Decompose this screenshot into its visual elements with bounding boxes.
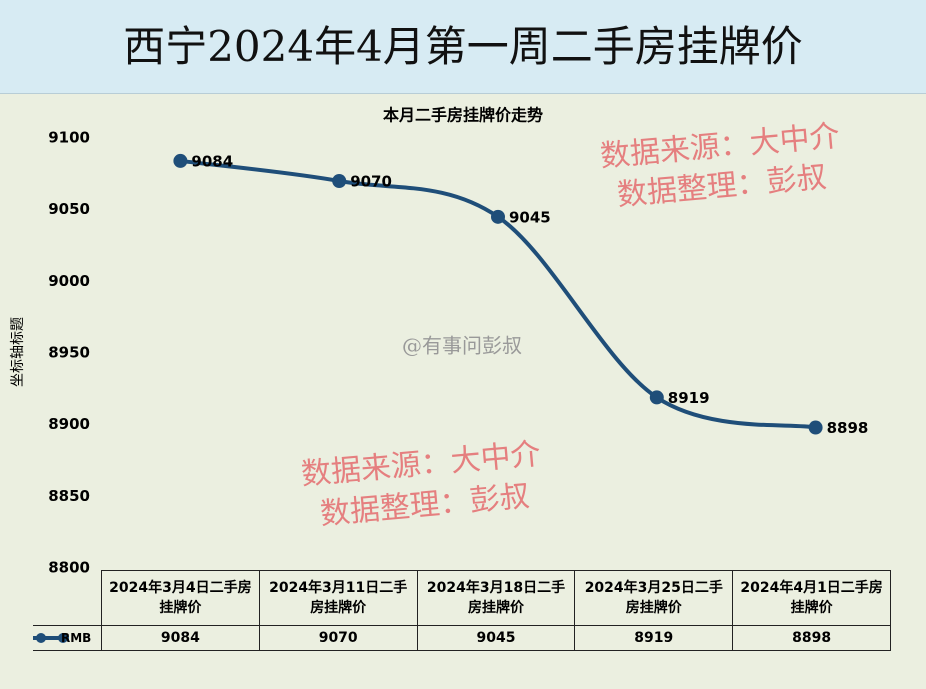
page-title: 西宁2024年4月第一周二手房挂牌价 [123, 22, 803, 71]
data-label: 9084 [191, 152, 233, 170]
table-value: 9045 [416, 625, 576, 651]
data-label: 8898 [827, 419, 869, 437]
point [491, 209, 505, 224]
table-value: 9070 [258, 625, 418, 651]
y-tick-label: 8800 [48, 559, 90, 577]
point [332, 174, 347, 188]
table-value: 8919 [574, 625, 734, 651]
data-label: 8919 [668, 389, 710, 407]
legend-marker [36, 633, 46, 644]
table-category: 2024年3月25日二手房挂牌价 [574, 570, 734, 626]
point [808, 420, 823, 435]
legend-label: RMB [61, 631, 92, 646]
chart-title: 本月二手房挂牌价走势 [383, 106, 543, 125]
data-table: 2024年3月4日二手房挂牌价 2024年3月11日二手房挂牌价 2024年3月18… [33, 570, 891, 651]
watermark: @有事问彭叔 [402, 334, 522, 358]
point [173, 153, 188, 168]
y-tick-label: 9050 [48, 200, 90, 218]
y-tick-label: 8950 [48, 344, 90, 362]
header: 西宁2024年4月第一周二手房挂牌价 [0, 0, 926, 94]
table-value: 8898 [732, 625, 891, 651]
table-row: RMB 9084 9070 9045 8919 8898 [33, 625, 891, 651]
table-category: 2024年4月1日二手房挂牌价 [732, 570, 891, 626]
y-tick-label: 9000 [48, 272, 90, 290]
legend-cell: RMB [33, 625, 102, 651]
data-label: 9070 [350, 173, 392, 191]
table-corner [33, 571, 102, 626]
y-tick-label: 8900 [48, 415, 90, 433]
y-axis-title: 坐标轴标题 [10, 317, 26, 387]
legend-marker [58, 633, 68, 644]
data-label: 9045 [509, 208, 551, 226]
table-category: 2024年3月18日二手房挂牌价 [416, 570, 576, 626]
table-category: 2024年3月11日二手房挂牌价 [258, 570, 418, 626]
legend-swatch [33, 633, 69, 644]
table-value: 9084 [101, 625, 260, 651]
y-tick-label: 9100 [48, 129, 90, 147]
y-tick-label: 8850 [48, 487, 90, 505]
point [649, 390, 664, 405]
table-category: 2024年3月4日二手房挂牌价 [101, 570, 260, 626]
table-header-row: 2024年3月4日二手房挂牌价 2024年3月11日二手房挂牌价 2024年3月18… [33, 570, 891, 626]
